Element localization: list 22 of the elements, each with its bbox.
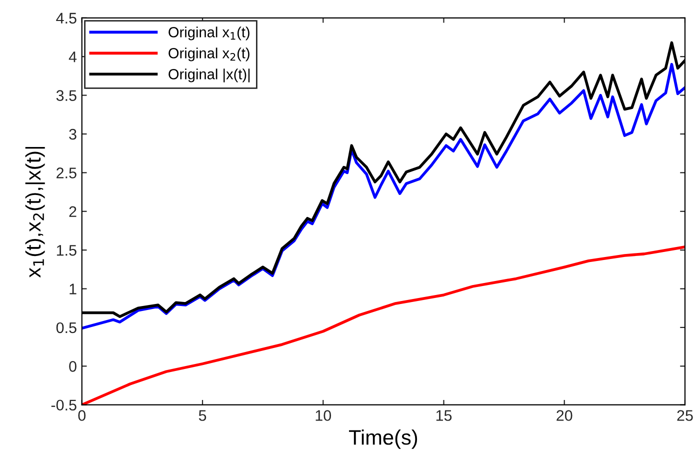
- y-tick-label: 3: [69, 128, 76, 140]
- y-tick-label: 0: [69, 361, 76, 372]
- x-tick-label: 25: [677, 410, 693, 421]
- legend-label: Original |x(t)|: [168, 68, 250, 82]
- y-tick-label: 3.5: [56, 90, 76, 101]
- y-tick-label: 1.5: [56, 245, 76, 256]
- y-axis-title: x$_{1}$(t),x$_{2}$(t),|x(t)|: [25, 146, 45, 278]
- y-tick-label: 4.5: [56, 12, 76, 24]
- legend-label: Original x$_{1}$(t): [168, 26, 250, 40]
- legend-label: Original x$_{2}$(t): [168, 48, 250, 62]
- y-tick-label: -0.5: [51, 400, 76, 411]
- y-tick-label: 4: [68, 52, 77, 62]
- x-tick-label: 10: [316, 410, 332, 421]
- x-tick-label: 5: [198, 410, 206, 421]
- y-tick-label: 1: [70, 284, 76, 294]
- y-tick-label: 0.5: [56, 322, 76, 334]
- y-tick-label: 2: [69, 206, 76, 217]
- x-tick-label: 15: [436, 410, 452, 421]
- x-tick-label: 20: [556, 410, 572, 421]
- y-tick-label: 2.5: [56, 168, 76, 178]
- x-axis-title: Time(s): [349, 429, 418, 449]
- x-tick-label: 0: [78, 410, 86, 421]
